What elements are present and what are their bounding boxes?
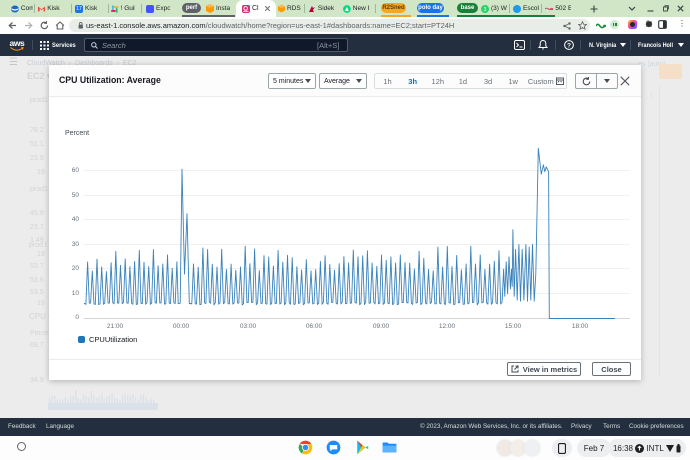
svg-text:?: ? [567,42,571,49]
svg-text:3: 3 [484,7,487,13]
